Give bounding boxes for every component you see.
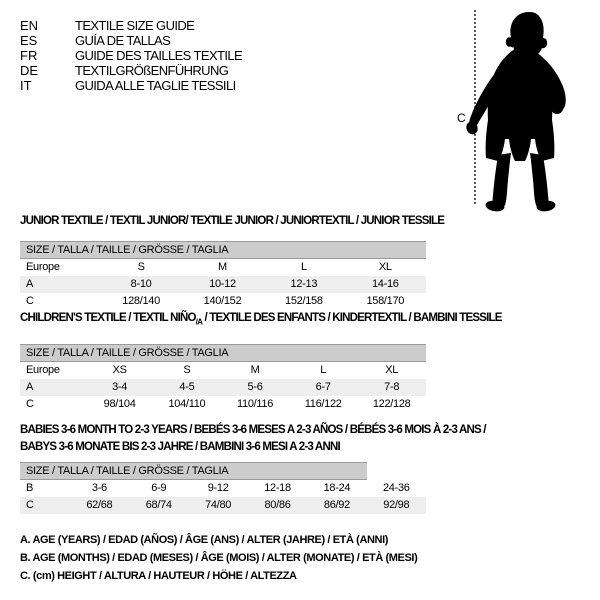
svg-text:C: C [457,111,466,125]
